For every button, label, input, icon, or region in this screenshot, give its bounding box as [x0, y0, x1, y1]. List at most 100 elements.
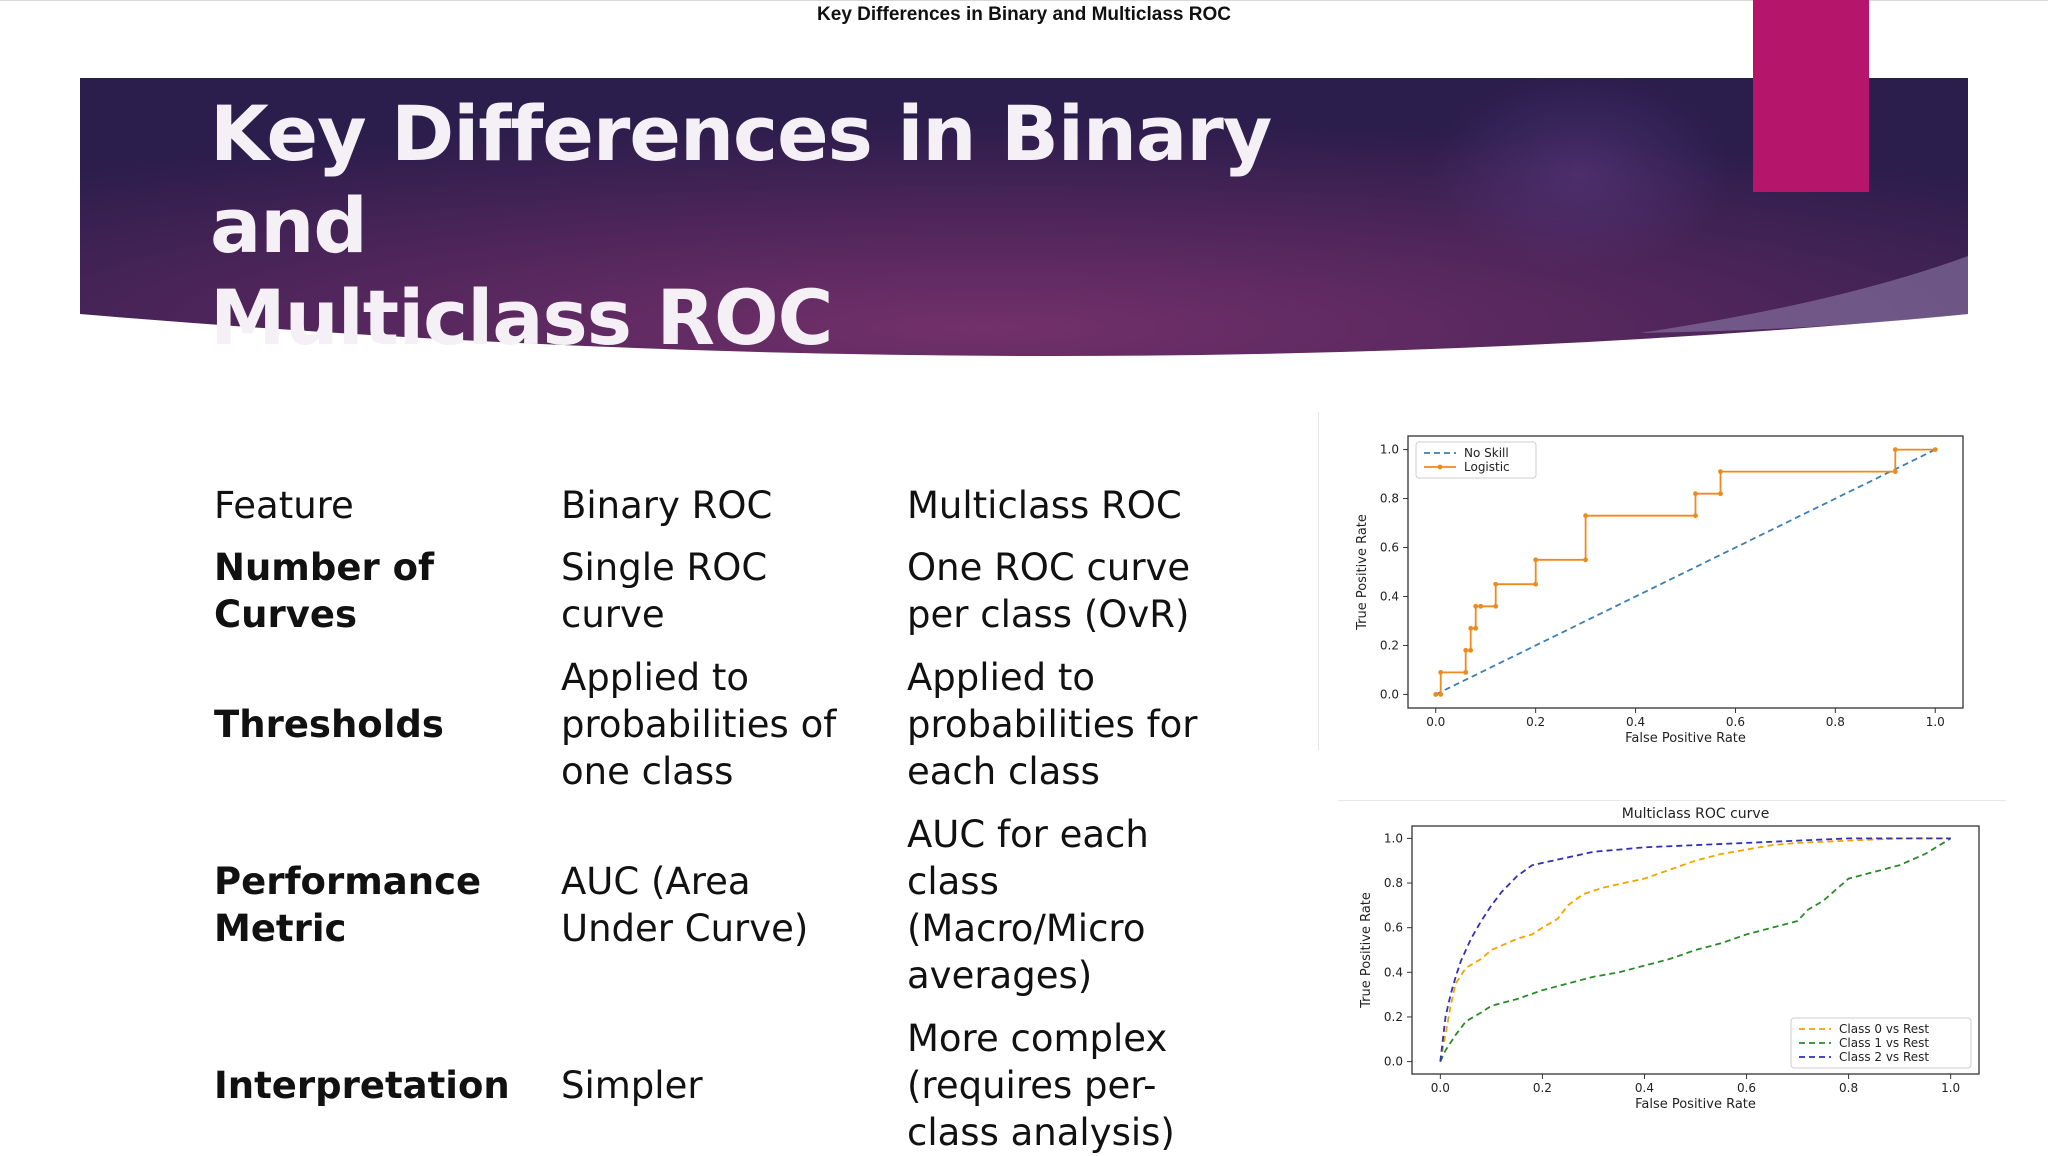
y-tick-label: 0.8 [1380, 492, 1399, 506]
row-feature-label: Performance Metric [214, 858, 534, 952]
cell-line: Interpretation [214, 1064, 510, 1107]
series-line-class-1-vs-rest [1439, 837, 1952, 1062]
data-point [1493, 603, 1499, 609]
multiclass-roc-chart: 0.0 0.2 0.4 0.6 0.8 1.0 0.0 0.2 0.4 0.6 0.8 1.0 Fals… [1359, 806, 1980, 1112]
chart-divider [1338, 800, 2006, 801]
cell-line: per class (OvR) [907, 593, 1190, 636]
legend-box [1415, 441, 1537, 479]
legend-label: Class 0 vs Rest [1839, 1022, 1929, 1036]
data-point [1478, 603, 1484, 609]
y-tick-label: 0.0 [1380, 687, 1399, 701]
x-tick-label: 0.4 [1626, 715, 1645, 729]
data-point [1932, 447, 1938, 452]
data-point [1583, 557, 1588, 563]
binary-roc-chart: 0.0 0.2 0.4 0.6 0.8 1.0 0.0 0.2 0.4 0.6 0.8 1.0 Fals… [1355, 435, 1964, 746]
cell-line: (requires per- [907, 1064, 1157, 1107]
y-axis-label: True Positive Rate [1355, 514, 1370, 631]
window-top-border [0, 0, 2048, 1]
data-point [1892, 469, 1898, 475]
row-feature-label: Thresholds [214, 701, 534, 748]
y-tick-label: 0.2 [1380, 638, 1399, 652]
cell-line: Thresholds [214, 703, 444, 746]
window-title: Key Differences in Binary and Multiclass… [817, 4, 1231, 25]
header-feature: Feature [214, 484, 354, 527]
cell-line: (Macro/Micro [907, 907, 1146, 950]
data-point [1718, 469, 1723, 475]
data-point [1693, 491, 1698, 497]
x-tick-label: 0.8 [1839, 1081, 1858, 1095]
cell-line: AUC (Area [561, 860, 751, 903]
cell-line: probabilities for [907, 703, 1198, 746]
cell-line: Simpler [561, 1064, 703, 1107]
row-multiclass-value: AUC for each class (Macro/Micro averages… [907, 811, 1237, 999]
data-point [1438, 669, 1444, 675]
x-tick-label: 0.0 [1426, 715, 1445, 729]
x-tick-label: 0.8 [1826, 715, 1845, 729]
row-feature-label: Interpretation [214, 1062, 534, 1109]
x-tick-label: 0.2 [1526, 715, 1545, 729]
row-binary-value: Applied to probabilities of one class [561, 654, 881, 795]
row-multiclass-value: One ROC curve per class (OvR) [907, 544, 1237, 638]
cell-line: class [907, 860, 999, 903]
data-point [1718, 491, 1723, 497]
data-point [1473, 603, 1479, 609]
cell-line: probabilities of [561, 703, 837, 746]
cell-line: AUC for each [907, 813, 1149, 856]
y-tick-label: 0.2 [1384, 1010, 1403, 1024]
legend-label: Class 1 vs Rest [1839, 1036, 1929, 1050]
data-point [1433, 692, 1439, 697]
cell-line: class analysis) [907, 1111, 1175, 1154]
cell-line: one class [561, 750, 734, 793]
title-banner [80, 78, 1968, 356]
cell-line: Metric [214, 907, 347, 950]
y-tick-label: 0.4 [1380, 589, 1399, 603]
y-tick-label: 1.0 [1384, 831, 1403, 845]
data-point [1473, 625, 1479, 631]
header-multiclass-roc: Multiclass ROC [907, 484, 1182, 527]
cell-line: Number of [214, 546, 435, 589]
legend-label: Class 2 vs Rest [1839, 1050, 1929, 1064]
cell-line: each class [907, 750, 1100, 793]
data-point [1533, 581, 1539, 587]
legend-label: Logistic [1464, 460, 1510, 474]
data-point [1693, 513, 1698, 519]
cell-line: Curves [214, 593, 357, 636]
cell-line: curve [561, 593, 665, 636]
y-tick-label: 0.0 [1384, 1055, 1403, 1069]
row-feature-label: Number of Curves [214, 544, 534, 638]
row-binary-value: AUC (Area Under Curve) [561, 858, 881, 952]
x-tick-label: 0.4 [1635, 1081, 1654, 1095]
data-point [1468, 625, 1474, 631]
accent-bar [1753, 0, 1869, 192]
y-axis-label: True Positive Rate [1359, 892, 1374, 1009]
data-point [1583, 513, 1588, 519]
y-tick-label: 0.6 [1384, 921, 1403, 935]
series-line-no-skill [1435, 448, 1936, 696]
x-tick-label: 0.6 [1726, 715, 1745, 729]
row-multiclass-value: Applied to probabilities for each class [907, 654, 1237, 795]
x-tick-label: 1.0 [1926, 715, 1945, 729]
cell-line: One ROC curve [907, 546, 1191, 589]
data-point [1463, 647, 1469, 653]
cell-line: averages) [907, 954, 1093, 997]
x-tick-label: 1.0 [1941, 1081, 1960, 1095]
row-binary-value: Single ROC curve [561, 544, 881, 638]
series-line-class-2-vs-rest [1439, 837, 1951, 1062]
legend-marker [1437, 464, 1443, 470]
x-tick-label: 0.0 [1431, 1081, 1450, 1095]
cell-line: More complex [907, 1017, 1168, 1060]
plot-frame [1411, 825, 1980, 1075]
cell-line: Performance [214, 860, 482, 903]
chart-title: Multiclass ROC curve [1622, 806, 1770, 822]
data-point [1438, 692, 1444, 697]
data-point [1892, 447, 1898, 452]
header-binary-roc: Binary ROC [561, 484, 773, 527]
x-tick-label: 0.6 [1737, 1081, 1756, 1095]
x-tick-label: 0.2 [1533, 1081, 1552, 1095]
x-axis-label: False Positive Rate [1625, 731, 1746, 746]
series-line-class-0-vs-rest [1439, 837, 1951, 1062]
data-point [1493, 581, 1499, 587]
y-tick-label: 1.0 [1380, 443, 1399, 457]
slide-title: Key Differences in Binary and Multiclass… [210, 88, 1410, 364]
